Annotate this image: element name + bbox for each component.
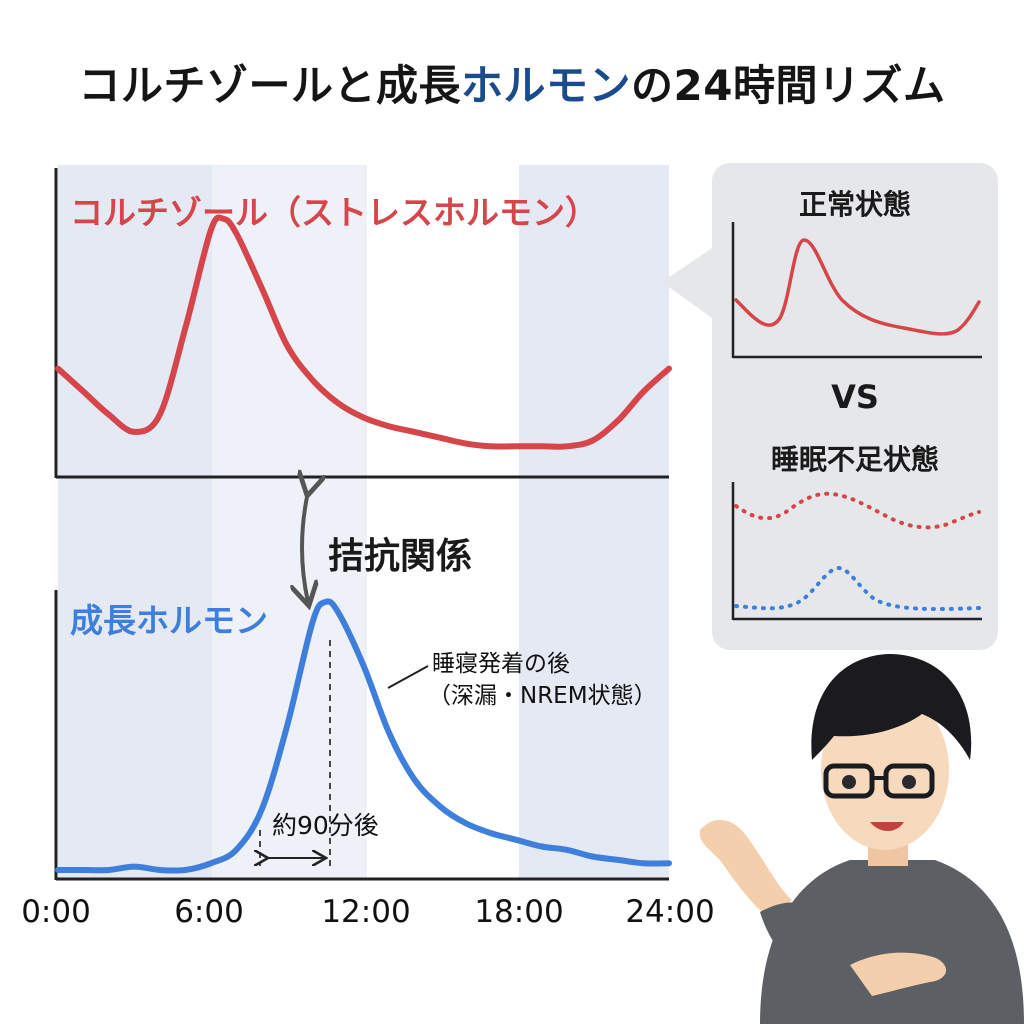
normal-state-title: 正常状態: [798, 188, 911, 221]
comparison-callout-pointer: [662, 248, 712, 318]
growth-label: 成長ホルモン: [70, 601, 268, 640]
annotation-pointer: [387, 665, 429, 689]
page-title: コルチゾールと成長ホルモンの24時間リズム: [0, 52, 1024, 113]
x-tick-label: 24:00: [625, 894, 715, 930]
delay-label: 約90分後: [272, 811, 379, 840]
annotation-line-2: （深漏・NREM状態）: [428, 683, 657, 709]
presenter-hair: [811, 654, 972, 760]
normal-cortisol-line: [734, 238, 981, 336]
presenter-left-sleeve: [760, 902, 840, 975]
night-band-early: [58, 165, 212, 880]
deprived-growth-line: [734, 565, 981, 612]
x-tick-label: 12:00: [321, 894, 411, 930]
presenter-eye-right: [902, 775, 916, 789]
sleep-deprived-title: 睡眠不足状態: [770, 443, 939, 476]
night-band-late: [519, 165, 669, 880]
deprived-cortisol-line: [734, 491, 981, 530]
cortisol-label: コルチゾール（ストレスホルモン）: [70, 193, 598, 232]
relation-arrow: [302, 492, 308, 602]
annotation-line-1: 睡寝発着の後: [432, 651, 570, 677]
relation-label: 拮抗関係: [328, 536, 473, 577]
presenter-left-hand: [699, 819, 792, 918]
title-part-2: の24時間リズム: [631, 61, 946, 110]
night-band-sleep: [212, 165, 367, 880]
growth-line: [55, 598, 672, 874]
presenter-mouth: [870, 822, 904, 831]
presenter-eye-left: [842, 775, 856, 789]
x-tick-label: 18:00: [474, 894, 564, 930]
cortisol-line: [55, 214, 672, 450]
presenter-body: [760, 860, 1024, 1024]
presenter-illustration: [699, 654, 1024, 1024]
presenter-glasses-right: [883, 763, 935, 799]
title-part-1: コルチゾールと成長: [78, 61, 462, 110]
x-tick-label: 6:00: [174, 894, 244, 930]
vs-label: VS: [831, 378, 879, 416]
presenter-glasses-left: [823, 763, 875, 799]
x-tick-label: 0:00: [21, 894, 91, 930]
presenter-right-hand: [850, 952, 947, 996]
title-accent: ホルモン: [461, 61, 632, 110]
